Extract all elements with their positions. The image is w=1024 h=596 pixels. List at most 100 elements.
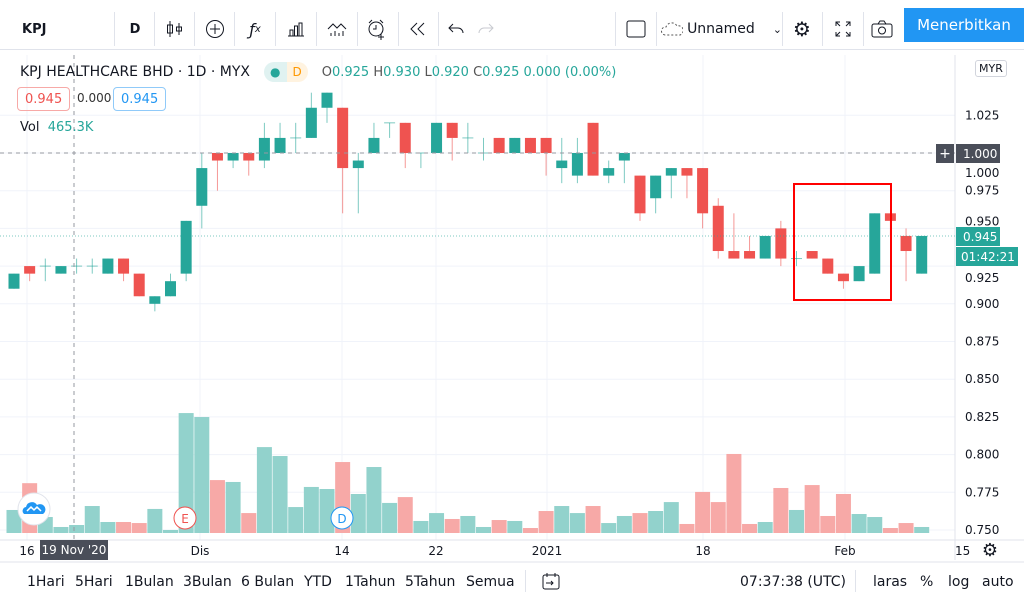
symbol-search[interactable]: KPJ (22, 21, 47, 37)
clock-timezone[interactable]: 07:37:38 (UTC) (740, 574, 847, 590)
volume-bar (303, 486, 319, 533)
volume-bar (444, 518, 460, 533)
crosshair-date-label: 19 Nov '20 (42, 543, 107, 557)
candle-body (305, 107, 317, 138)
volume-bar (632, 513, 648, 533)
layout-name-dropdown[interactable]: Unnamed ⌄ (660, 8, 782, 50)
volume-bar (413, 520, 429, 533)
time-tick-label: Dis (191, 544, 210, 558)
candle-body (258, 137, 270, 161)
candle-body (149, 296, 161, 304)
adjust-toggle[interactable]: laras (873, 574, 908, 590)
volume-bar (789, 509, 804, 533)
chevron-down-icon: ⌄ (772, 22, 782, 36)
candle-body (227, 153, 239, 161)
percent-toggle[interactable]: % (920, 574, 934, 590)
volume-bar (616, 515, 632, 533)
add-compare-icon[interactable] (200, 8, 230, 50)
volume-bar (898, 523, 914, 533)
volume-bar (53, 526, 69, 533)
price-tick-label: 0.850 (965, 372, 999, 386)
candle-body (837, 273, 849, 282)
volume-bar (116, 522, 132, 533)
axis-settings-gear-icon[interactable]: ⚙ (982, 540, 998, 561)
volume-bar (663, 502, 679, 533)
range-1d[interactable]: 1Hari (27, 574, 65, 590)
volume-bar (163, 529, 178, 533)
range-3m[interactable]: 3Bulan (183, 574, 232, 590)
spread-value: 0.000 (77, 91, 112, 105)
fullscreen-icon[interactable] (828, 8, 858, 50)
candle-body (431, 122, 443, 153)
time-tick-label: 15 (955, 544, 970, 558)
volume-legend: Vol 465.3K (20, 120, 94, 135)
candle-body (446, 122, 458, 138)
currency-label[interactable]: MYR (975, 60, 1007, 77)
crosshair-date-label-bg (40, 540, 108, 560)
countdown-label-bg (956, 247, 1018, 266)
range-all[interactable]: Semua (466, 574, 515, 590)
crosshair-price-label: 1.000 (963, 147, 997, 161)
goto-date-calendar-icon[interactable] (542, 572, 560, 594)
crosshair-price-label-bg (956, 144, 1000, 163)
volume-bar (178, 413, 194, 533)
volume-bar (867, 517, 883, 533)
undo-icon[interactable] (443, 8, 469, 50)
highlight-rectangle (793, 183, 892, 301)
settings-gear-icon[interactable]: ⚙ (793, 17, 811, 41)
range-ytd[interactable]: YTD (304, 574, 332, 590)
log-toggle[interactable]: log (948, 574, 970, 590)
range-5d[interactable]: 5Hari (75, 574, 113, 590)
replay-icon[interactable] (403, 8, 433, 50)
delayed-badge: D (286, 62, 308, 82)
bar-countdown-label: 01:42:21 (961, 250, 1015, 264)
price-tick-label: 0.975 (965, 184, 999, 198)
alert-icon[interactable] (362, 8, 392, 50)
redo-icon[interactable] (473, 8, 499, 50)
price-tick-label: 0.775 (965, 485, 999, 499)
range-5y[interactable]: 5Tahun (405, 574, 456, 590)
volume-bar (648, 511, 664, 533)
market-status-pill[interactable]: ● D (264, 62, 308, 82)
time-tick-label: 18 (695, 544, 710, 558)
volume-bar (241, 513, 257, 533)
volume-bar (147, 508, 163, 533)
camera-icon[interactable] (867, 8, 897, 50)
dividend-marker[interactable] (330, 506, 354, 530)
volume-bar (319, 489, 335, 533)
bid-price-box[interactable]: 0.945 (17, 87, 71, 111)
earnings-marker-label: E (181, 512, 189, 526)
price-tick-label: 0.950 (965, 214, 999, 228)
range-1m[interactable]: 1Bulan (125, 574, 174, 590)
range-6m[interactable]: 6 Bulan (241, 574, 295, 590)
candle-body (540, 137, 552, 153)
time-tick-label: 16 (19, 544, 34, 558)
interval-button[interactable]: D (129, 21, 141, 37)
templates-icon[interactable] (322, 8, 352, 50)
range-1y[interactable]: 1Tahun (345, 574, 396, 590)
candle-body (571, 153, 583, 176)
earnings-marker[interactable] (173, 506, 197, 530)
volume-bar (69, 525, 85, 533)
auto-toggle[interactable]: auto (982, 574, 1014, 590)
candle-body (556, 160, 568, 169)
candle-body (853, 266, 865, 282)
layout-square-icon[interactable] (622, 8, 650, 50)
ask-price-box[interactable]: 0.945 (113, 87, 167, 111)
volume-bar (538, 511, 554, 533)
candlestick-icon[interactable] (160, 8, 190, 50)
volume-bar (100, 522, 116, 533)
time-tick-label: 22 (428, 544, 443, 558)
volume-bar (882, 528, 898, 533)
publish-button[interactable]: Menerbitkan (904, 8, 1024, 42)
candle-body (180, 220, 192, 274)
candle-body (775, 228, 787, 259)
candle-body (196, 168, 208, 206)
bar-chart-icon[interactable] (281, 8, 311, 50)
candle-body (618, 153, 630, 161)
add-alert-plus-button[interactable] (936, 144, 954, 163)
candle-body (634, 175, 646, 214)
volume-bar (382, 502, 398, 533)
